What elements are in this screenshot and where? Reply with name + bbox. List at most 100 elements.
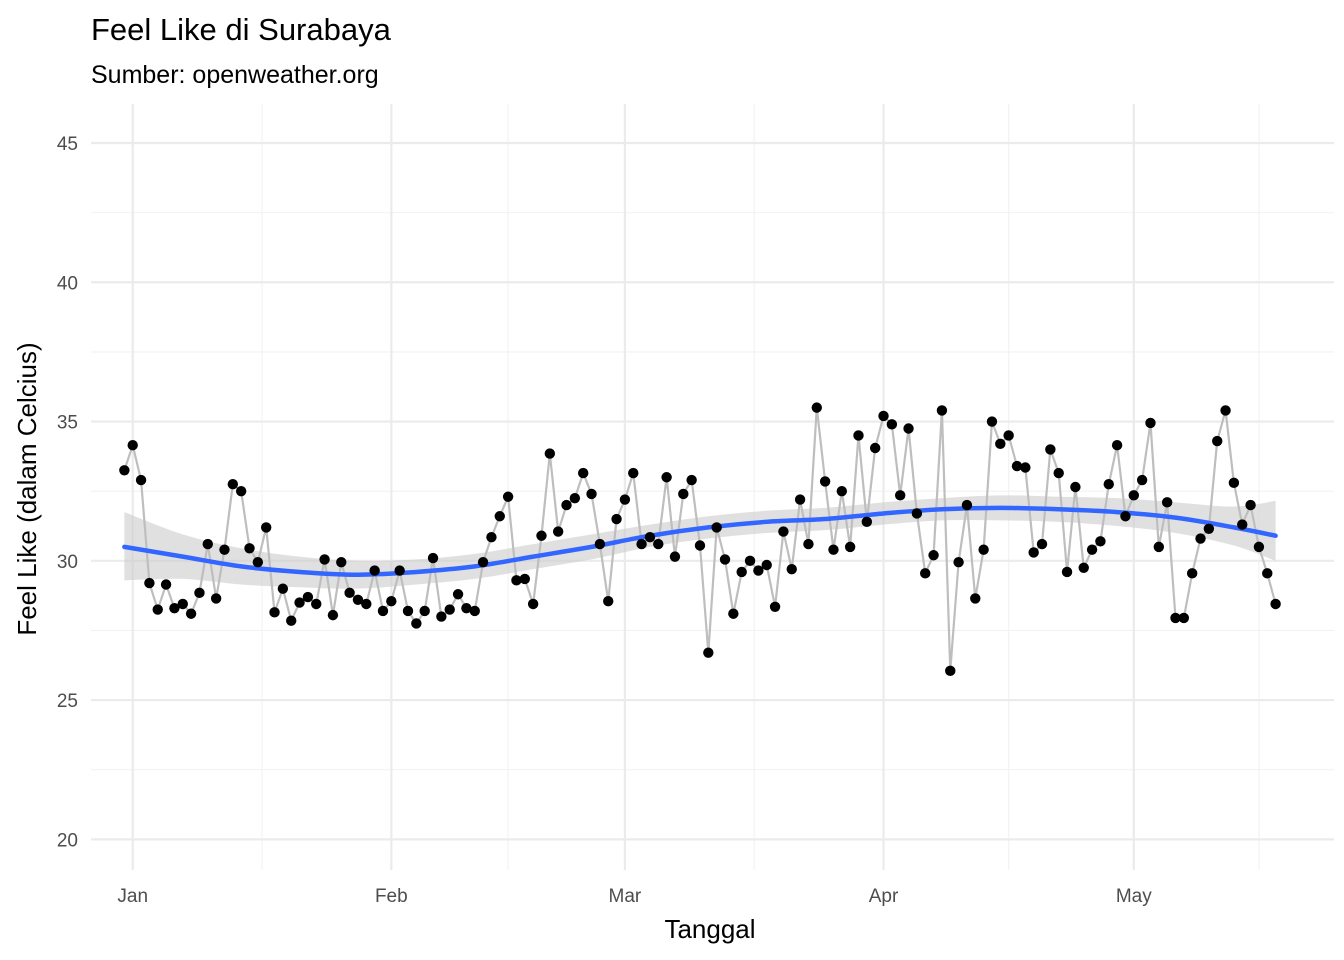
data-point — [1095, 536, 1106, 547]
data-point — [552, 526, 564, 537]
data-point — [886, 419, 898, 430]
data-point — [1061, 566, 1073, 578]
data-point — [227, 479, 239, 490]
data-point — [144, 577, 155, 589]
data-point — [836, 485, 848, 497]
data-point — [286, 615, 297, 626]
data-point — [1195, 533, 1206, 544]
data-point — [427, 552, 439, 564]
data-point — [761, 559, 772, 571]
data-point — [928, 550, 939, 561]
y-tick-label: 25 — [57, 691, 78, 712]
data-point — [1161, 497, 1173, 508]
data-point — [736, 566, 747, 578]
series-points-layer — [119, 402, 1281, 677]
data-point — [452, 589, 464, 600]
y-axis-ticks: 20 25 30 35 40 45 — [57, 134, 78, 851]
data-point — [311, 598, 322, 610]
data-point — [878, 410, 889, 422]
data-point — [644, 531, 656, 543]
y-tick-label: 35 — [57, 413, 78, 434]
data-point — [336, 557, 347, 568]
minor-gridlines — [91, 104, 1334, 870]
data-point — [361, 598, 372, 610]
data-point — [1178, 612, 1190, 624]
data-point — [569, 492, 581, 504]
data-point — [945, 665, 956, 677]
data-point — [277, 583, 289, 594]
data-point — [619, 494, 631, 505]
data-point — [202, 538, 213, 550]
data-point — [669, 551, 681, 562]
data-point — [327, 609, 339, 621]
data-point — [302, 591, 314, 603]
data-point — [1262, 568, 1273, 579]
x-tick-label: Feb — [375, 886, 408, 907]
data-point — [1036, 538, 1048, 550]
data-point — [519, 573, 530, 585]
data-point — [936, 405, 948, 416]
data-point — [544, 448, 556, 459]
data-point — [244, 543, 255, 554]
data-point — [352, 594, 364, 606]
data-point — [461, 602, 472, 614]
chart-title: Feel Like di Surabaya — [91, 12, 392, 47]
data-point — [511, 575, 522, 586]
data-point — [494, 511, 505, 522]
data-point — [319, 554, 330, 565]
y-tick-label: 40 — [57, 273, 78, 294]
data-point — [377, 605, 389, 617]
data-point — [294, 597, 305, 608]
data-point — [169, 602, 180, 614]
data-point — [861, 516, 873, 528]
data-point — [911, 508, 923, 519]
y-tick-label: 30 — [57, 552, 78, 573]
data-point — [719, 554, 731, 565]
major-gridlines — [91, 104, 1334, 870]
smooth-band-area — [124, 495, 1276, 589]
data-point — [486, 531, 497, 543]
data-point — [1045, 444, 1056, 455]
x-axis-title: Tanggal — [664, 914, 755, 944]
data-point — [252, 557, 264, 568]
x-tick-label: Apr — [869, 886, 899, 907]
data-point — [210, 593, 222, 604]
data-point — [1186, 568, 1198, 579]
data-point — [811, 402, 822, 413]
data-point — [794, 494, 806, 505]
data-point — [828, 544, 839, 555]
data-point — [444, 604, 455, 615]
data-point — [1253, 541, 1265, 553]
data-point — [269, 607, 280, 618]
data-point — [769, 601, 781, 612]
data-point — [469, 605, 480, 617]
y-axis-title: Feel Like (dalam Celcius) — [12, 342, 42, 635]
data-point — [594, 538, 606, 550]
data-point — [953, 557, 964, 568]
x-tick-label: May — [1116, 886, 1152, 907]
data-point — [853, 430, 864, 441]
data-point — [1086, 544, 1098, 555]
data-point — [152, 604, 163, 615]
data-point — [1136, 474, 1148, 486]
x-axis-ticks: Jan Feb Mar Apr May — [117, 886, 1152, 907]
data-point — [219, 544, 230, 555]
data-point — [577, 467, 589, 479]
data-point — [636, 538, 647, 550]
data-point — [1053, 467, 1064, 479]
data-point — [386, 596, 397, 607]
x-tick-label: Jan — [117, 886, 148, 907]
data-point — [628, 467, 639, 479]
data-point — [1220, 405, 1231, 416]
data-point — [394, 565, 405, 576]
data-point — [235, 485, 247, 497]
data-point — [978, 544, 989, 555]
data-point — [160, 579, 172, 590]
data-point — [1212, 435, 1223, 447]
x-tick-label: Mar — [609, 886, 642, 907]
data-point — [194, 587, 205, 599]
data-point — [686, 474, 697, 486]
data-point — [127, 440, 138, 451]
